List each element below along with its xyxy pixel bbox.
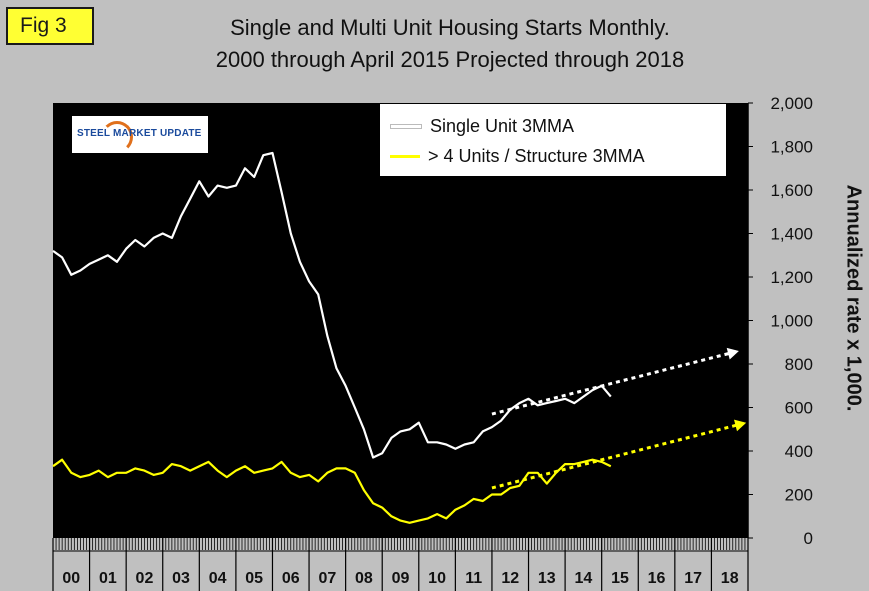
logo-swoosh-icon [101, 121, 133, 153]
x-tick-label: 02 [136, 570, 154, 587]
y-tick-label: 0 [804, 529, 813, 548]
y-axis-label: Annualized rate x 1,000. [842, 184, 865, 412]
legend-swatch-single-unit [390, 124, 422, 129]
x-tick-label: 16 [648, 570, 666, 587]
x-tick-label: 01 [99, 570, 117, 587]
single-unit-line [52, 151, 612, 459]
legend-swatch-multi-unit [390, 155, 420, 158]
x-tick-label: 12 [501, 570, 519, 587]
x-tick-label: 05 [245, 570, 263, 587]
x-tick-label: 06 [282, 570, 300, 587]
x-tick-label: 07 [318, 570, 336, 587]
legend-item-multi-unit: > 4 Units / Structure 3MMA [390, 146, 645, 167]
x-tick-label: 08 [355, 570, 373, 587]
x-tick-label: 03 [172, 570, 190, 587]
x-tick-label: 04 [209, 570, 227, 587]
steel-market-update-logo: STEEL MARKET UPDATE [72, 116, 208, 153]
y-tick-label: 2,000 [770, 94, 813, 113]
y-tick-label: 800 [785, 355, 813, 374]
y-tick-label: 1,600 [770, 181, 813, 200]
multi-unit-line [52, 458, 612, 524]
figure-badge: Fig 3 [6, 7, 94, 45]
multi-unit-trend-arrow-icon [734, 419, 747, 432]
legend-label-multi-unit: > 4 Units / Structure 3MMA [428, 146, 645, 166]
x-tick-label: 18 [721, 570, 739, 587]
y-tick-label: 1,000 [770, 312, 813, 331]
x-tick-label: 14 [574, 570, 592, 587]
chart-legend: Single Unit 3MMA > 4 Units / Structure 3… [380, 104, 726, 176]
y-tick-label: 200 [785, 486, 813, 505]
legend-label-single-unit: Single Unit 3MMA [430, 116, 575, 136]
y-tick-label: 1,200 [770, 268, 813, 287]
y-tick-label: 1,400 [770, 225, 813, 244]
x-tick-label: 13 [538, 570, 556, 587]
x-tick-label: 00 [62, 570, 80, 587]
single-unit-trend [491, 349, 740, 416]
x-tick-label: 15 [611, 570, 629, 587]
y-tick-label: 600 [785, 399, 813, 418]
legend-item-single-unit: Single Unit 3MMA [390, 116, 574, 137]
x-tick-label: 09 [392, 570, 410, 587]
x-tick-label: 17 [684, 570, 702, 587]
x-tick-label: 11 [465, 570, 482, 587]
chart-title-line-1: Single and Multi Unit Housing Starts Mon… [230, 15, 670, 40]
chart-title-line-2: 2000 through April 2015 Projected throug… [215, 47, 685, 72]
y-tick-label: 400 [785, 442, 813, 461]
x-tick-label: 10 [428, 570, 446, 587]
logo-text: STEEL MARKET UPDATE [77, 128, 202, 139]
y-tick-label: 1,800 [770, 138, 813, 157]
multi-unit-trend [491, 421, 747, 490]
single-unit-trend-arrow-icon [726, 347, 739, 360]
